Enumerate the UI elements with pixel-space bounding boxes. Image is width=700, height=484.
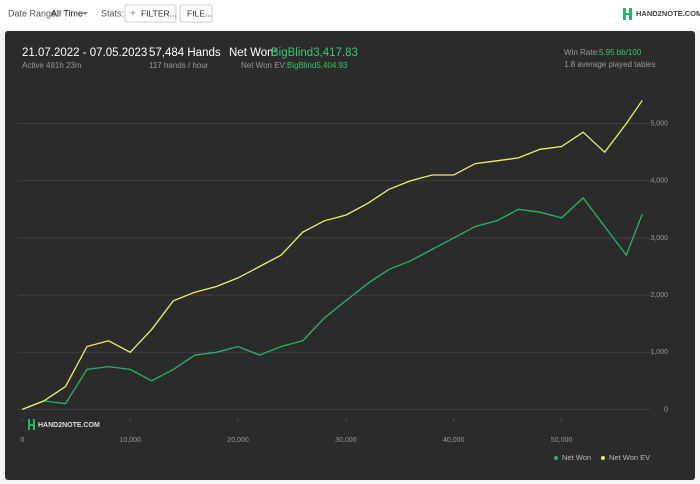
- file-button-label[interactable]: FILE...: [187, 8, 212, 18]
- watermark-mark: [28, 424, 35, 426]
- stats-label: Stats:: [101, 8, 124, 18]
- net-won-label: Net Won:: [229, 47, 277, 59]
- y-tick-label: 4,000: [650, 178, 668, 185]
- dropdown-arrow[interactable]: [82, 12, 88, 15]
- x-tick-label: 40,000: [443, 437, 465, 444]
- watermark: HAND2NOTE.COM: [38, 422, 100, 429]
- net-won-ev-label: Net Won EV:: [241, 61, 287, 70]
- logo-text: HAND2NOTE.COM: [636, 9, 700, 18]
- x-tick-label: 50,000: [551, 437, 573, 444]
- y-tick-label: 0: [664, 406, 668, 413]
- legend-label: Net Won: [562, 453, 591, 462]
- file-button[interactable]: [179, 4, 213, 23]
- net-won-value: BigBlind3,417.83: [271, 47, 358, 59]
- date-range-value[interactable]: All Time: [51, 8, 83, 18]
- filter-button[interactable]: [124, 4, 177, 23]
- hands: 57,484 Hands: [149, 47, 221, 59]
- filter-button-label[interactable]: FILTER...: [141, 8, 177, 18]
- plot: 0 1,000 2,000 3,000 4,000 5,000 0 10,000 20,000 3…: [18, 100, 668, 462]
- y-tick-label: 1,000: [650, 349, 668, 356]
- toolbar: [0, 0, 700, 30]
- legend-swatch: [601, 456, 605, 460]
- logo-mark: [623, 13, 632, 15]
- y-tick-label: 2,000: [650, 292, 668, 299]
- tables: 1.8 average played tables: [564, 60, 656, 69]
- net-won-ev-value: BigBlind5,404.93: [287, 61, 348, 70]
- x-tick-label: 30,000: [335, 437, 357, 444]
- y-tick-label: 3,000: [650, 235, 668, 242]
- series-line: [22, 196, 643, 411]
- legend-label: Net Won EV: [609, 453, 650, 462]
- win-rate-value: 5.95 bb/100: [599, 48, 642, 57]
- period: 21.07.2022 - 07.05.2023: [22, 47, 147, 59]
- active-time: Active 491h 23m: [22, 61, 82, 70]
- x-tick-label: 20,000: [227, 437, 249, 444]
- plus-icon: +: [130, 9, 136, 20]
- x-tick-label: 10,000: [119, 437, 141, 444]
- series-line: [22, 100, 643, 411]
- graph-panel: [5, 31, 695, 480]
- y-tick-label: 5,000: [650, 120, 668, 127]
- legend-swatch: [554, 456, 558, 460]
- win-rate-label: Win Rate:: [564, 48, 599, 57]
- hands-rate: 117 hands / hour: [149, 61, 209, 70]
- x-tick-label: 0: [20, 437, 24, 444]
- date-range-label: Date Range:: [8, 8, 59, 18]
